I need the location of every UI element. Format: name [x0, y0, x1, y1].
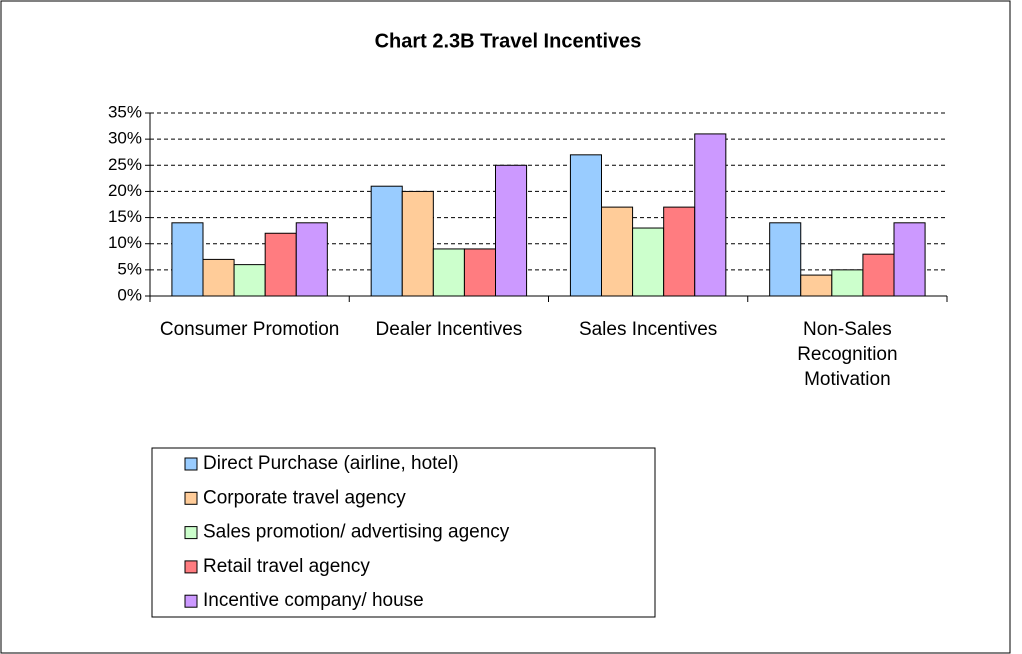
bar	[264, 232, 297, 297]
legend-swatch	[184, 526, 198, 540]
y-tick-label: 25%	[108, 155, 142, 174]
bar	[401, 190, 434, 297]
y-tick-label: 15%	[108, 207, 142, 226]
chart-title: Chart 2.3B Travel Incentives	[375, 30, 642, 52]
x-tick-label: Consumer Promotion	[159, 319, 340, 340]
legend-label: Sales promotion/ advertising agency	[203, 522, 510, 543]
bar	[463, 248, 496, 297]
bar	[862, 253, 895, 297]
legend-swatch	[184, 594, 198, 608]
legend-swatch	[184, 457, 198, 471]
bar	[233, 264, 266, 297]
bar	[601, 206, 634, 297]
bar	[171, 222, 204, 297]
bar	[769, 222, 802, 297]
bar	[432, 248, 465, 297]
bar	[632, 227, 665, 297]
bar	[694, 133, 727, 297]
bar	[893, 222, 926, 297]
legend-label: Corporate travel agency	[203, 487, 406, 508]
legend-box	[151, 447, 656, 618]
y-tick-label: 35%	[108, 102, 142, 121]
bar	[663, 206, 696, 297]
x-tick-label: Non-Sales Recognition Motivation	[797, 319, 898, 390]
bar	[202, 258, 235, 297]
y-tick-label: 20%	[108, 181, 142, 200]
bar	[370, 185, 403, 297]
x-tick-label: Dealer Incentives	[375, 319, 523, 340]
y-tick-label: 10%	[108, 233, 142, 252]
legend-swatch	[184, 560, 198, 574]
bar	[295, 222, 328, 297]
bar	[494, 164, 528, 297]
bar	[831, 269, 864, 297]
legend-label: Direct Purchase (airline, hotel)	[203, 453, 459, 474]
y-tick-label: 5%	[117, 259, 142, 278]
y-tick-label: 0%	[117, 285, 142, 304]
legend-swatch	[184, 491, 198, 505]
bar	[800, 274, 833, 297]
bar	[569, 154, 603, 297]
legend-label: Incentive company/ house	[203, 590, 424, 611]
legend-label: Retail travel agency	[203, 556, 370, 577]
y-tick-label: 30%	[108, 129, 142, 148]
x-tick-label: Sales Incentives	[578, 319, 718, 340]
